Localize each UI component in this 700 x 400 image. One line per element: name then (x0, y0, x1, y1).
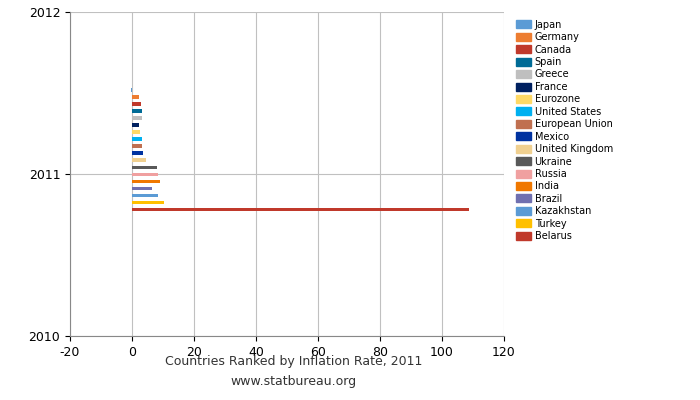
Bar (132, 144, 141, 148)
Bar (132, 201, 164, 204)
Bar (131, 88, 132, 92)
Bar (132, 109, 141, 113)
Legend: Japan, Germany, Canada, Spain, Greece, France, Eurozone, United States, European: Japan, Germany, Canada, Spain, Greece, F… (513, 17, 616, 244)
Bar (132, 194, 158, 197)
Bar (132, 180, 160, 183)
Bar (132, 130, 141, 134)
Bar (132, 102, 141, 106)
Bar (132, 123, 139, 127)
Bar (132, 95, 139, 98)
Bar (132, 172, 158, 176)
Bar (132, 208, 469, 212)
Bar (132, 166, 157, 169)
Bar (132, 152, 143, 155)
Text: Countries Ranked by Inflation Rate, 2011: Countries Ranked by Inflation Rate, 2011 (165, 356, 423, 368)
Bar (132, 116, 141, 120)
Text: www.statbureau.org: www.statbureau.org (231, 376, 357, 388)
Bar (132, 137, 141, 141)
Bar (132, 158, 146, 162)
Bar (132, 187, 153, 190)
